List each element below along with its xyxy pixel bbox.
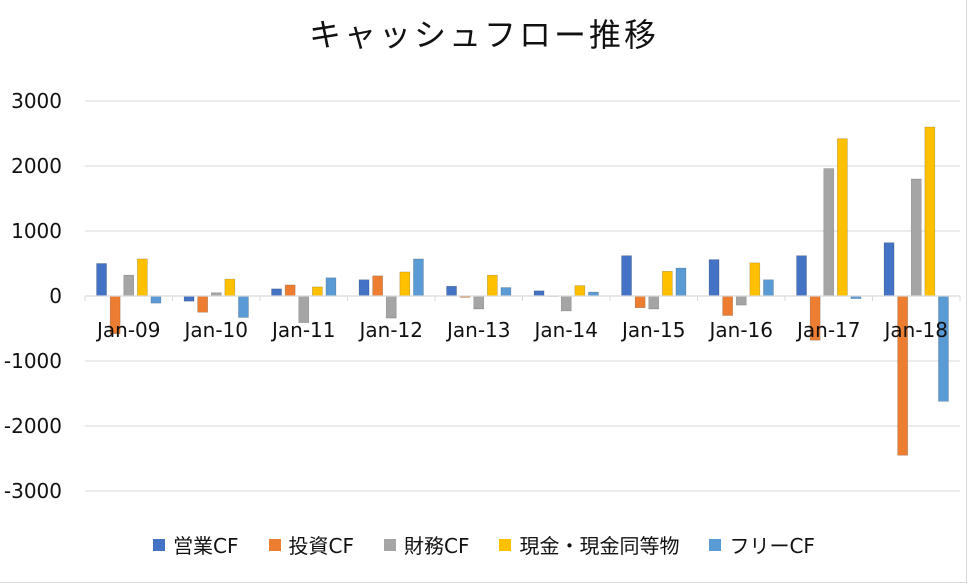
bar (837, 138, 848, 297)
bar (574, 285, 586, 297)
bar (500, 287, 512, 297)
bar (910, 178, 922, 297)
legend-swatch (384, 538, 396, 551)
legend-item: 投資CF (268, 530, 354, 559)
legend-swatch (153, 538, 166, 551)
bar (358, 279, 370, 297)
chart-title: キャッシュフロー推移 (308, 16, 659, 54)
legend-item: 現金・現金同等物 (499, 530, 679, 559)
y-tick-label: 2000 (11, 154, 62, 178)
bar (238, 295, 249, 318)
bar (634, 295, 646, 308)
legend: 営業CF 投資CF 財務CF 現金・現金同等物 フリーCF (0, 530, 968, 559)
legend-swatch (268, 538, 281, 551)
bar (372, 275, 383, 297)
bar (621, 255, 632, 297)
bar (137, 258, 148, 297)
bar (763, 279, 774, 297)
legend-item: 営業CF (153, 530, 239, 559)
legend-label: 投資CF (288, 534, 354, 558)
legend-swatch (709, 538, 722, 551)
bar (150, 295, 162, 304)
bar (722, 295, 733, 316)
bar (183, 295, 195, 302)
y-tick-label: 1000 (11, 219, 62, 243)
legend-label: 現金・現金同等物 (519, 534, 680, 558)
bar (271, 288, 282, 297)
x-tick-label: Jan-14 (533, 318, 599, 342)
bar (675, 267, 687, 297)
bar (224, 278, 236, 297)
y-tick-label: 0 (49, 284, 62, 308)
legend-item: 財務CF (384, 530, 469, 559)
legend-label: 財務CF (404, 534, 470, 558)
bar (325, 277, 337, 297)
bar (938, 295, 949, 402)
x-tick-label: Jan-18 (883, 318, 949, 342)
x-tick-label: Jan-15 (620, 318, 686, 342)
bar (708, 259, 720, 297)
bar (399, 271, 411, 297)
x-tick-label: Jan-17 (795, 318, 861, 342)
bar (796, 255, 807, 297)
bar (284, 284, 296, 297)
bar (823, 168, 835, 297)
legend-label: フリーCF (729, 534, 815, 558)
bar (883, 242, 895, 297)
legend-item: フリーCF (709, 530, 815, 559)
bar (312, 286, 323, 297)
bar (533, 290, 545, 297)
x-tick-label: Jan-16 (708, 318, 774, 342)
bar (924, 126, 936, 297)
y-tick-label: 3000 (11, 89, 62, 113)
x-tick-label: Jan-12 (358, 318, 424, 342)
bar (735, 295, 747, 306)
bar (648, 295, 660, 310)
legend-label: 営業CF (173, 534, 239, 558)
legend-swatch (499, 538, 512, 551)
bar (96, 263, 107, 297)
bar (123, 274, 135, 297)
x-tick-label: Jan-13 (445, 318, 511, 342)
y-tick-label: -1000 (4, 349, 62, 373)
bar (560, 295, 572, 312)
x-tick-label: Jan-10 (183, 318, 249, 342)
bar (487, 274, 498, 297)
bar (385, 295, 397, 319)
x-tick-label: Jan-09 (95, 318, 161, 342)
bar (413, 258, 424, 297)
y-tick-label: -2000 (4, 414, 62, 438)
bar (446, 285, 457, 297)
bar (662, 270, 673, 297)
x-tick-label: Jan-11 (270, 318, 336, 342)
bar (473, 295, 485, 310)
y-tick-label: -3000 (4, 479, 62, 503)
bar (197, 295, 208, 313)
bar (749, 262, 761, 297)
